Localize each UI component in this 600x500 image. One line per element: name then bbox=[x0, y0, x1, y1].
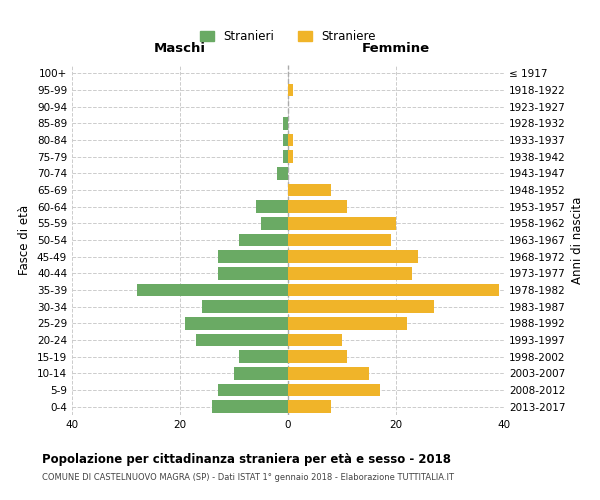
Bar bbox=[288, 84, 293, 96]
Text: Femmine: Femmine bbox=[362, 42, 430, 55]
Bar bbox=[277, 167, 288, 179]
Y-axis label: Anni di nascita: Anni di nascita bbox=[571, 196, 584, 284]
Bar bbox=[239, 234, 288, 246]
Bar bbox=[137, 284, 288, 296]
Text: Maschi: Maschi bbox=[154, 42, 206, 55]
Bar bbox=[283, 117, 288, 130]
Bar bbox=[239, 350, 288, 363]
Bar bbox=[288, 300, 434, 313]
Bar bbox=[185, 317, 288, 330]
Bar bbox=[283, 150, 288, 163]
Bar bbox=[234, 367, 288, 380]
Bar bbox=[288, 317, 407, 330]
Bar bbox=[283, 134, 288, 146]
Bar bbox=[288, 267, 412, 280]
Bar bbox=[288, 384, 380, 396]
Bar bbox=[288, 200, 347, 213]
Bar bbox=[288, 350, 347, 363]
Bar bbox=[256, 200, 288, 213]
Bar bbox=[202, 300, 288, 313]
Bar bbox=[288, 184, 331, 196]
Bar bbox=[261, 217, 288, 230]
Y-axis label: Fasce di età: Fasce di età bbox=[19, 205, 31, 275]
Bar bbox=[288, 134, 293, 146]
Bar bbox=[288, 234, 391, 246]
Bar bbox=[212, 400, 288, 413]
Bar bbox=[288, 284, 499, 296]
Bar bbox=[288, 250, 418, 263]
Bar bbox=[288, 217, 396, 230]
Bar bbox=[196, 334, 288, 346]
Bar bbox=[218, 384, 288, 396]
Bar bbox=[288, 150, 293, 163]
Text: COMUNE DI CASTELNUOVO MAGRA (SP) - Dati ISTAT 1° gennaio 2018 - Elaborazione TUT: COMUNE DI CASTELNUOVO MAGRA (SP) - Dati … bbox=[42, 472, 454, 482]
Legend: Stranieri, Straniere: Stranieri, Straniere bbox=[195, 26, 381, 48]
Bar bbox=[218, 250, 288, 263]
Bar bbox=[288, 400, 331, 413]
Bar bbox=[288, 334, 342, 346]
Text: Popolazione per cittadinanza straniera per età e sesso - 2018: Popolazione per cittadinanza straniera p… bbox=[42, 452, 451, 466]
Bar bbox=[218, 267, 288, 280]
Bar bbox=[288, 367, 369, 380]
